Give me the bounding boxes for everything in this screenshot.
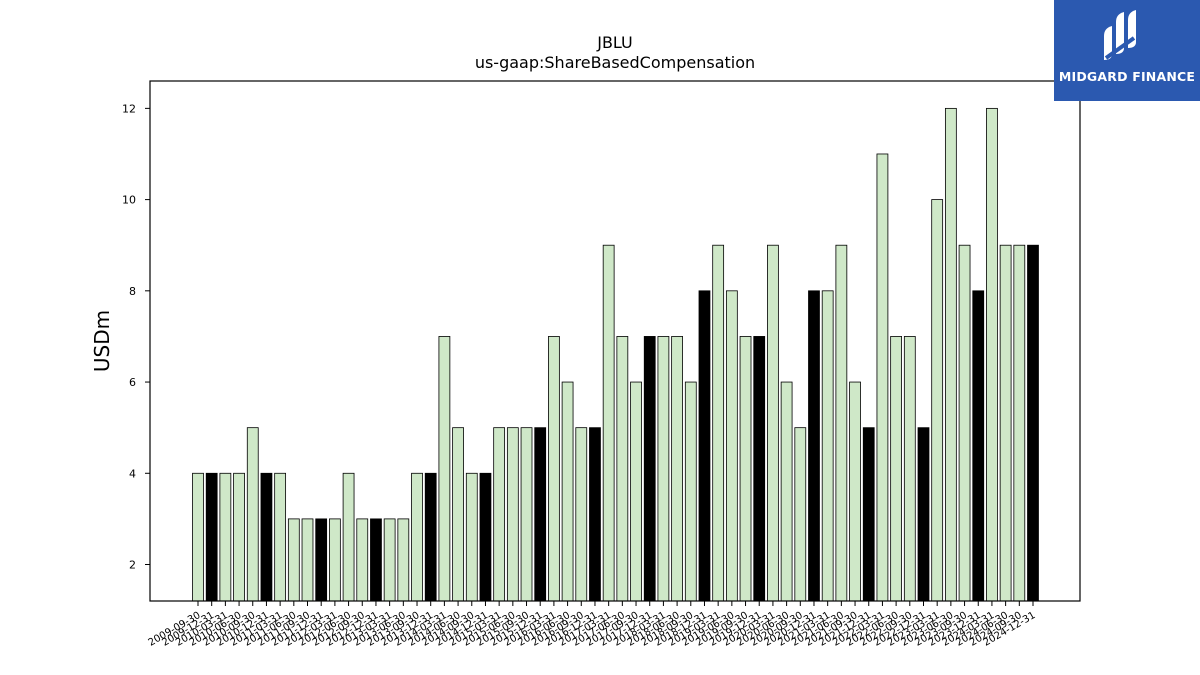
bar-2023-09-30 — [958, 244, 971, 602]
bar-2011-06-30 — [287, 518, 300, 602]
bar-2010-09-30 — [246, 427, 259, 602]
bar-2010-12-31 — [260, 472, 273, 602]
bar-2015-03-31 — [493, 427, 506, 602]
bar-2018-12-31 — [698, 290, 711, 602]
bar-2021-06-30 — [835, 244, 848, 602]
bar-2014-09-30 — [465, 472, 478, 602]
bar-2016-06-30 — [561, 381, 574, 602]
logo-text: MIDGARD FINANCE — [1058, 69, 1196, 84]
bar-2024-03-31 — [986, 107, 998, 602]
y-tick-label: 10 — [122, 194, 136, 207]
bar-2013-09-30 — [411, 472, 423, 602]
bar-2013-06-30 — [397, 518, 410, 602]
y-tick-label: 4 — [129, 467, 136, 480]
bar-2016-03-31 — [548, 336, 560, 602]
bar-2018-03-31 — [657, 336, 670, 602]
bar-2009-09-30 — [192, 472, 204, 602]
bar-2010-03-31 — [219, 472, 232, 602]
bar-2024-09-30 — [1013, 244, 1026, 602]
y-axis-ticks: 2 4 6 8 10 12 — [122, 102, 150, 572]
y-tick-label: 2 — [129, 559, 136, 572]
bar-2023-12-31 — [972, 290, 985, 602]
plot-frame — [149, 80, 1081, 602]
bar-2012-09-30 — [356, 518, 369, 602]
bar-2012-06-30 — [342, 472, 355, 602]
y-tick-label: 8 — [129, 285, 136, 298]
bar-2016-12-31 — [589, 427, 601, 602]
bar-2017-03-31 — [602, 244, 615, 602]
bar-2010-06-30 — [233, 472, 245, 602]
bar-2023-06-30 — [944, 107, 957, 602]
bar-2022-06-30 — [890, 336, 902, 602]
bar-2015-09-30 — [520, 427, 533, 602]
bar-2015-12-31 — [534, 427, 547, 602]
bar-2017-09-30 — [630, 381, 642, 602]
bar-2019-03-31 — [712, 244, 725, 602]
bar-2011-12-31 — [315, 518, 328, 602]
bar-2023-03-31 — [931, 199, 944, 602]
bar-2015-06-30 — [506, 427, 519, 602]
bar-2018-09-30 — [684, 381, 697, 602]
bar-2022-03-31 — [876, 153, 889, 602]
bar-2022-09-30 — [903, 336, 916, 602]
bar-2020-12-31 — [808, 290, 820, 602]
brand-logo: MIDGARD FINANCE — [1054, 0, 1200, 101]
bar-2024-06-30 — [999, 244, 1012, 602]
bar-2013-03-31 — [383, 518, 396, 602]
bars-group — [192, 107, 1039, 602]
bar-2013-12-31 — [424, 472, 437, 602]
bar-2019-06-30 — [725, 290, 738, 602]
x-axis-ticks: 2009-09-302009-12-312010-03-312010-06-30… — [147, 601, 1038, 649]
y-axis-label: USDm — [90, 310, 114, 372]
chart-title: JBLU — [596, 33, 633, 52]
bar-2021-12-31 — [862, 427, 875, 602]
bar-2022-12-31 — [917, 427, 930, 602]
bar-2019-12-31 — [753, 336, 766, 602]
bar-2018-06-30 — [671, 336, 683, 602]
y-tick-label: 6 — [129, 376, 136, 389]
chart-subtitle: us-gaap:ShareBasedCompensation — [475, 53, 755, 72]
bar-2009-12-31 — [205, 472, 218, 602]
bar-2021-09-30 — [849, 381, 861, 602]
bar-2019-09-30 — [739, 336, 752, 602]
y-tick-label: 12 — [122, 102, 136, 115]
bar-2021-03-31 — [821, 290, 834, 602]
bar-2014-12-31 — [479, 472, 492, 602]
bar-2017-06-30 — [616, 336, 629, 602]
bar-2012-12-31 — [370, 518, 382, 602]
bar-2024-12-31 — [1027, 244, 1039, 602]
bar-2020-09-30 — [794, 427, 807, 602]
bar-2014-06-30 — [452, 427, 464, 602]
logo-mark-icon — [1104, 10, 1136, 60]
bar-2017-12-31 — [643, 336, 656, 602]
bar-2011-03-31 — [274, 472, 287, 602]
bar-2020-03-31 — [767, 244, 779, 602]
bar-2014-03-31 — [438, 336, 451, 602]
bar-2016-09-30 — [575, 427, 588, 602]
bar-2020-06-30 — [780, 381, 793, 602]
bar-2011-09-30 — [301, 518, 314, 602]
bar-2012-03-31 — [329, 518, 341, 602]
